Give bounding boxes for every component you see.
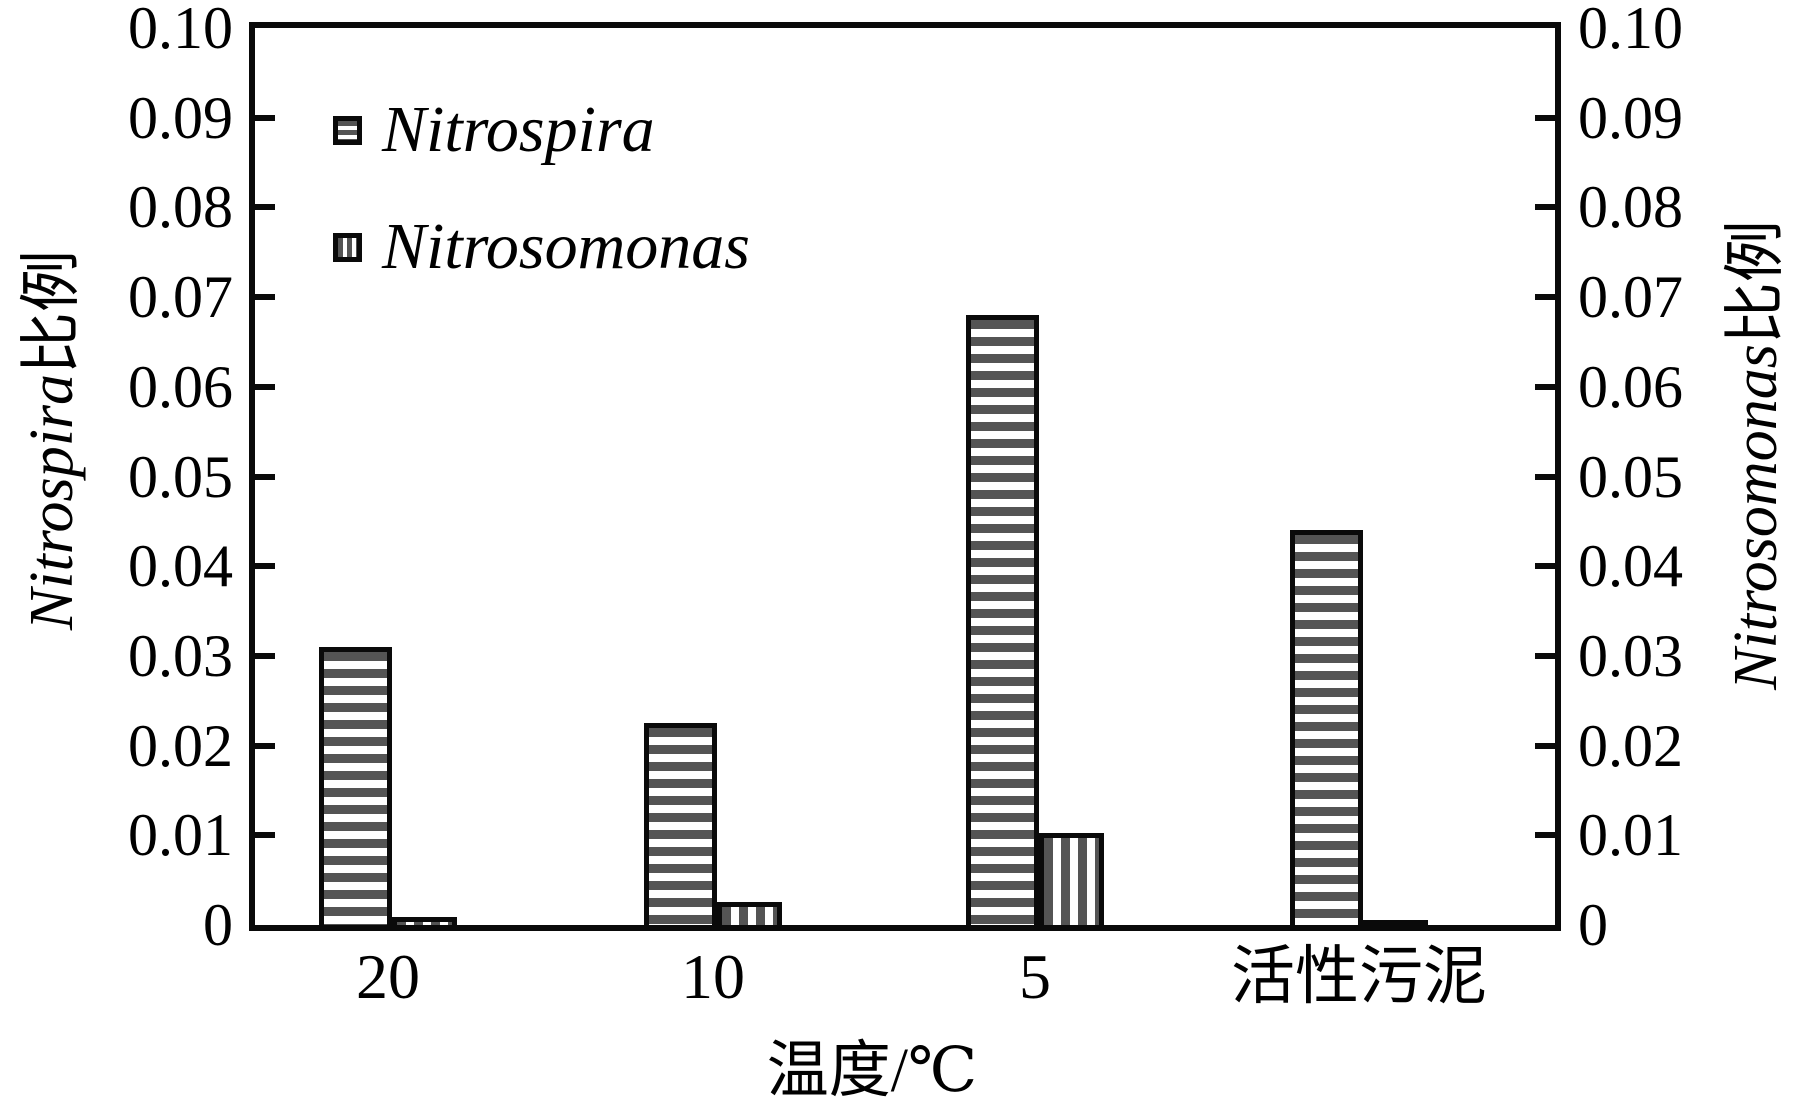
legend-swatch-vertical-stripes-icon — [333, 232, 362, 262]
left-axis-tick-0.03 — [255, 653, 275, 659]
left-y-tick-label-0.09: 0.09 — [128, 85, 233, 151]
bar-nitrospira-5 — [966, 315, 1039, 925]
legend-swatch-horizontal-stripes-icon — [333, 115, 362, 145]
legend-item-nitrospira: Nitrospira — [333, 92, 655, 168]
right-axis-tick-0.06 — [1535, 384, 1555, 390]
legend-item-nitrosomonas: Nitrosomonas — [333, 209, 750, 285]
left-y-tick-label-0.03: 0.03 — [128, 623, 233, 689]
x-axis-title: 温度/℃ — [766, 1037, 978, 1105]
bar-nitrosomonas-活性污泥 — [1363, 920, 1428, 925]
left-y-tick-label-0.07: 0.07 — [128, 264, 233, 330]
right-y-tick-label-0.10: 0.10 — [1578, 0, 1683, 61]
left-axis-tick-0.01 — [255, 832, 275, 838]
bar-nitrosomonas-20 — [392, 917, 457, 925]
left-y-tick-label-0.05: 0.05 — [128, 444, 233, 510]
right-y-tick-label-0.03: 0.03 — [1578, 623, 1683, 689]
right-axis-tick-0.02 — [1535, 743, 1555, 749]
left-axis-tick-0.07 — [255, 294, 275, 300]
left-y-tick-label-0.04: 0.04 — [128, 533, 233, 599]
right-axis-tick-0.08 — [1535, 204, 1555, 210]
right-y-tick-label-0.06: 0.06 — [1578, 354, 1683, 420]
left-axis-tick-0.05 — [255, 474, 275, 480]
right-axis-tick-0.04 — [1535, 563, 1555, 569]
left-axis-tick-0.08 — [255, 204, 275, 210]
left-y-tick-label-0.01: 0.01 — [128, 802, 233, 868]
plot-area — [255, 28, 1555, 925]
right-y-tick-label-0.09: 0.09 — [1578, 85, 1683, 151]
right-axis-tick-0.05 — [1535, 474, 1555, 480]
bar-nitrosomonas-10 — [717, 902, 782, 925]
left-y-tick-label-0: 0 — [203, 892, 233, 958]
right-y-tick-label-0.04: 0.04 — [1578, 533, 1683, 599]
x-tick-label-10: 10 — [681, 941, 745, 1012]
bar-nitrosomonas-5 — [1039, 833, 1104, 925]
right-y-tick-label-0.02: 0.02 — [1578, 713, 1683, 779]
right-y-tick-label-0.07: 0.07 — [1578, 264, 1683, 330]
left-y-tick-label-0.06: 0.06 — [128, 354, 233, 420]
left-axis-tick-0.02 — [255, 743, 275, 749]
right-y-tick-label-0.05: 0.05 — [1578, 444, 1683, 510]
right-axis-tick-0.07 — [1535, 294, 1555, 300]
left-y-tick-label-0.02: 0.02 — [128, 713, 233, 779]
x-tick-label-20: 20 — [356, 941, 420, 1012]
right-y-tick-label-0.01: 0.01 — [1578, 802, 1683, 868]
x-tick-label-活性污泥: 活性污泥 — [1231, 941, 1487, 1012]
right-axis-tick-0.09 — [1535, 115, 1555, 121]
x-tick-label-5: 5 — [1019, 941, 1051, 1012]
bar-nitrospira-活性污泥 — [1290, 530, 1363, 925]
left-y-tick-label-0.10: 0.10 — [128, 0, 233, 61]
bar-nitrospira-20 — [319, 647, 392, 925]
left-axis-tick-0.06 — [255, 384, 275, 390]
left-axis-tick-0.09 — [255, 115, 275, 121]
right-y-tick-label-0.08: 0.08 — [1578, 174, 1683, 240]
right-axis-tick-0.03 — [1535, 653, 1555, 659]
right-y-tick-label-0: 0 — [1578, 892, 1608, 958]
right-axis-tick-0.01 — [1535, 832, 1555, 838]
bar-nitrospira-10 — [644, 723, 717, 925]
legend-label-nitrosomonas: Nitrosomonas — [382, 210, 750, 283]
left-axis-tick-0.04 — [255, 563, 275, 569]
legend-label-nitrospira: Nitrospira — [382, 93, 655, 166]
left-y-tick-label-0.08: 0.08 — [128, 174, 233, 240]
